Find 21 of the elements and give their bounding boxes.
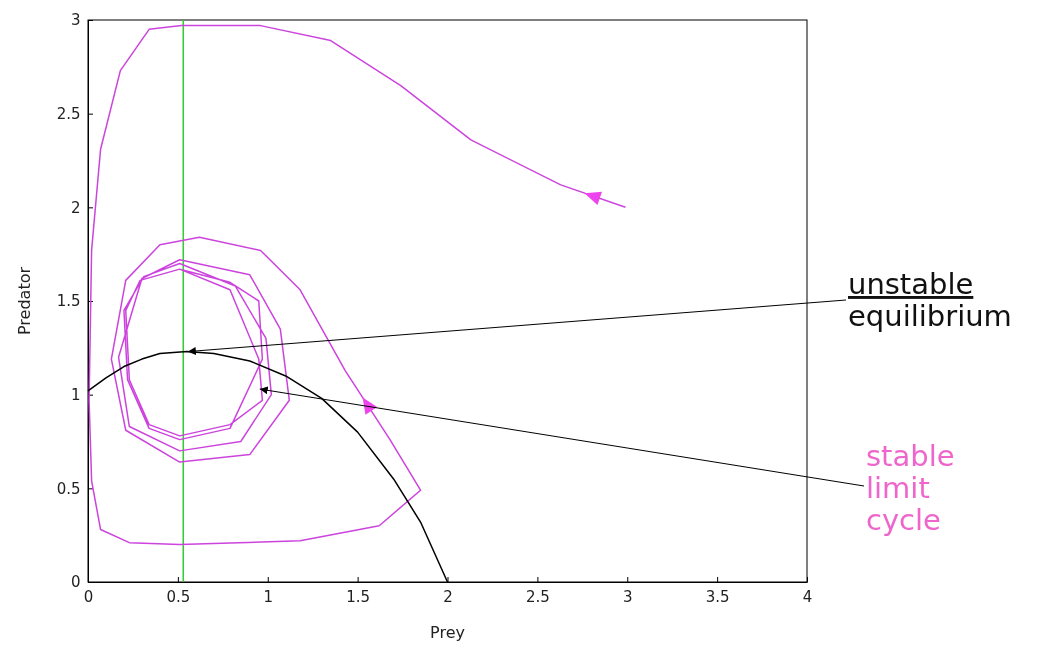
x-tick-label: 2 — [443, 587, 453, 606]
x-tick-label: 0.5 — [166, 587, 191, 606]
annotation: stable limit cycle — [866, 439, 955, 537]
x-tick-label: 3 — [622, 587, 633, 606]
x-tick-label: 0 — [83, 587, 94, 606]
annotation: unstable equilibrium — [848, 267, 1012, 333]
x-tick-label: 1 — [263, 587, 274, 606]
y-tick-label: 0 — [70, 573, 81, 592]
x-tick-label: 4 — [802, 587, 813, 606]
x-axis-title: Prey — [430, 623, 465, 642]
line-series — [88, 24, 627, 546]
y-tick-label: 2.5 — [56, 104, 81, 123]
y-tick-label: 1.5 — [56, 292, 81, 311]
x-tick-label: 3.5 — [705, 587, 730, 606]
y-tick-label: 3 — [70, 11, 81, 30]
y-tick-label: 2 — [70, 198, 81, 217]
y-axis-title: Predator — [15, 266, 34, 336]
x-tick-label: 2.5 — [525, 587, 550, 606]
x-tick-label: 1.5 — [346, 587, 371, 606]
y-tick-label: 1 — [70, 385, 81, 404]
y-tick-label: 0.5 — [56, 479, 81, 498]
